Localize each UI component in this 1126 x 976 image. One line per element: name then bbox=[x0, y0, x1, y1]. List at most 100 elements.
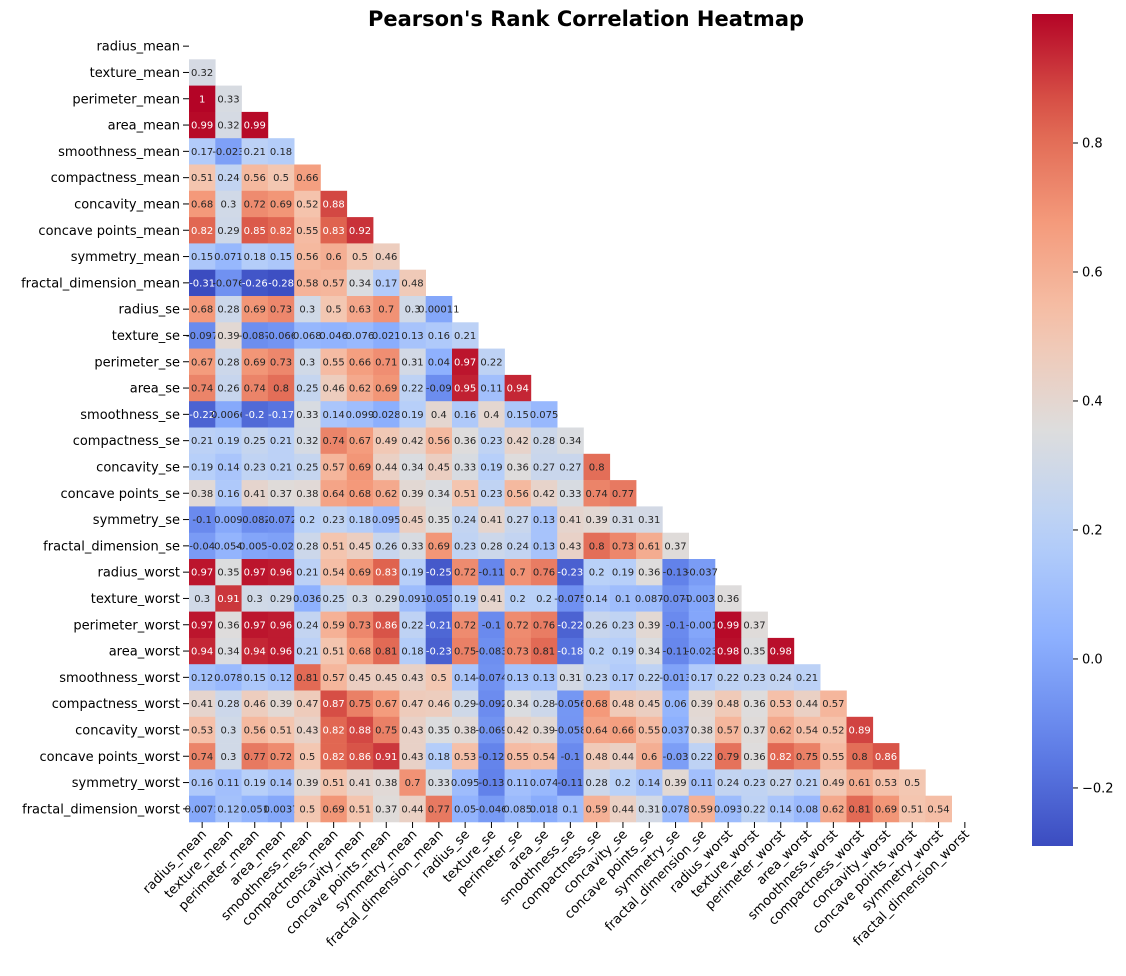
cell-smoothness-se-texture-mean bbox=[215, 401, 242, 428]
cell-value-label: 0.43 bbox=[401, 725, 423, 736]
cell-fractal-dimension-mean-compactness-mean bbox=[320, 269, 348, 297]
cell-value-label: 0.2 bbox=[299, 515, 315, 526]
cell-texture-worst-radius-mean bbox=[189, 585, 216, 612]
cell-symmetry-mean-smoothness-mean bbox=[294, 243, 321, 270]
cell-radius-worst-radius-se bbox=[452, 559, 479, 586]
cell-smoothness-worst-smoothness-se bbox=[557, 664, 584, 691]
cell-fractal-dimension-worst-area-worst bbox=[793, 795, 821, 823]
cell-value-label: 0.39 bbox=[691, 699, 713, 710]
cell-value-label: 0.35 bbox=[217, 568, 239, 579]
cell-texture-worst-texture-se bbox=[478, 585, 505, 612]
cell-value-label: 0.0066 bbox=[211, 410, 246, 421]
cell-compactness-worst-smoothness-worst bbox=[820, 690, 847, 718]
cell-value-label: 0.57 bbox=[822, 699, 844, 710]
cell-concave-points-mean-texture-mean bbox=[215, 217, 242, 244]
cell-value-label: 0.38 bbox=[375, 778, 397, 789]
cell-symmetry-se-radius-se bbox=[452, 506, 479, 533]
cell-value-label: 0.095 bbox=[372, 515, 401, 526]
cell-perimeter-worst-symmetry-se bbox=[662, 611, 689, 639]
cell-fractal-dimension-mean-concavity-mean bbox=[346, 269, 374, 297]
cell-value-label: 0.31 bbox=[638, 804, 660, 815]
cell-value-label: 0.49 bbox=[822, 778, 844, 789]
cell-smoothness-worst-radius-mean bbox=[189, 664, 216, 691]
cell-symmetry-worst-symmetry-mean bbox=[399, 769, 426, 796]
cell-concave-points-se-perimeter-mean bbox=[241, 480, 269, 507]
cell-value-label: -0.17 bbox=[268, 410, 294, 421]
cell-fractal-dimension-mean-symmetry-mean bbox=[399, 269, 426, 297]
cell-perimeter-se-perimeter-mean bbox=[241, 348, 269, 376]
cell-symmetry-mean-compactness-mean bbox=[320, 243, 348, 270]
cell-value-label: 0.00011 bbox=[418, 305, 459, 316]
cell-value-label: 0.48 bbox=[401, 278, 423, 289]
cell-value-label: 0.0071 bbox=[185, 804, 220, 815]
cell-value-label: 0.35 bbox=[428, 515, 450, 526]
cell-concavity-se-fractal-dimension-mean bbox=[425, 453, 453, 481]
cell-concavity-se-perimeter-mean bbox=[241, 453, 269, 481]
cell-fractal-dimension-mean-radius-mean bbox=[189, 269, 216, 297]
cell-fractal-dimension-worst-compactness-worst bbox=[846, 795, 874, 823]
cell-radius-worst-fractal-dimension-se bbox=[688, 559, 716, 586]
cell-value-label: 0.69 bbox=[875, 804, 897, 815]
cell-value-label: 0.82 bbox=[770, 752, 792, 763]
cell-value-label: -0.0032 bbox=[683, 594, 722, 605]
y-label-area-se: area_se bbox=[130, 382, 180, 397]
cell-value-label: 0.3 bbox=[220, 752, 236, 763]
cell-value-label: 0.46 bbox=[375, 252, 397, 263]
cell-concavity-worst-perimeter-worst bbox=[767, 716, 795, 744]
cell-value-label: 0.26 bbox=[586, 620, 608, 631]
cell-value-label: 0.51 bbox=[323, 778, 345, 789]
cell-value-label: 0.28 bbox=[533, 436, 555, 447]
cell-symmetry-worst-symmetry-se bbox=[662, 769, 689, 796]
cell-value-label: 0.078 bbox=[214, 673, 243, 684]
cell-value-label: 0.94 bbox=[244, 647, 266, 658]
cell-concave-points-se-area-mean bbox=[267, 480, 295, 507]
cell-value-label: 0.59 bbox=[586, 804, 608, 815]
cell-value-label: 0.82 bbox=[191, 226, 213, 237]
cell-value-label: -0.21 bbox=[426, 620, 452, 631]
cell-concave-points-worst-area-worst bbox=[793, 743, 821, 770]
cell-value-label: 0.48 bbox=[586, 752, 608, 763]
cell-radius-worst-concavity-se bbox=[609, 559, 637, 586]
cell-value-label: 0.72 bbox=[454, 568, 476, 579]
cell-perimeter-worst-radius-se bbox=[452, 611, 479, 639]
cell-perimeter-worst-compactness-se bbox=[583, 611, 611, 639]
cell-value-label: 0.14 bbox=[638, 778, 660, 789]
cell-value-label: 0.34 bbox=[217, 647, 239, 658]
cell-value-label: 0.81 bbox=[849, 804, 871, 815]
colorbar: 0.8 0.6 0.4 0.2 0.0 −0.2 bbox=[1032, 14, 1114, 846]
cell-symmetry-se-concavity-se bbox=[609, 506, 637, 533]
y-label-fractal-dimension-worst: fractal_dimension_worst bbox=[22, 802, 180, 817]
cell-value-label: 0.18 bbox=[349, 515, 371, 526]
cell-smoothness-worst-symmetry-mean bbox=[399, 664, 426, 691]
cell-value-label: 0.53 bbox=[875, 778, 897, 789]
cell-value-label: 0.37 bbox=[664, 541, 686, 552]
cell-symmetry-se-smoothness-se bbox=[557, 506, 584, 533]
cell-value-label: 0.21 bbox=[270, 436, 292, 447]
cell-concavity-worst-area-se bbox=[530, 716, 558, 744]
cell-value-label: 0.87 bbox=[323, 699, 345, 710]
cell-value-label: 0.21 bbox=[191, 436, 213, 447]
cell-value-label: 0.25 bbox=[296, 462, 318, 473]
cell-smoothness-se-fractal-dimension-mean bbox=[425, 401, 453, 428]
cell-concavity-worst-fractal-dimension-mean bbox=[425, 716, 453, 744]
cell-concavity-se-concave-points-mean bbox=[373, 453, 400, 481]
cell-area-worst-concavity-se bbox=[609, 637, 637, 665]
cell-fractal-dimension-se-concavity-se bbox=[609, 532, 637, 560]
cell-fractal-dimension-mean-perimeter-mean bbox=[241, 269, 269, 297]
cell-value-label: 0.74 bbox=[191, 752, 213, 763]
cell-value-label: 0.13 bbox=[507, 673, 529, 684]
cell-value-label: 0.71 bbox=[375, 357, 397, 368]
cell-fractal-dimension-worst-concavity-worst bbox=[872, 795, 900, 823]
cell-value-label: 0.81 bbox=[296, 673, 318, 684]
cell-value-label: 0.97 bbox=[191, 568, 213, 579]
cell-texture-se-concave-points-mean bbox=[373, 322, 400, 349]
cell-value-label: 0.74 bbox=[323, 436, 345, 447]
cell-value-label: 0.68 bbox=[586, 699, 608, 710]
cell-value-label: 0.2 bbox=[536, 594, 552, 605]
cell-value-label: 0.64 bbox=[586, 725, 608, 736]
cell-value-label: 0.42 bbox=[533, 489, 555, 500]
cell-value-label: 0.27 bbox=[533, 462, 555, 473]
cell-area-worst-symmetry-mean bbox=[399, 637, 426, 665]
cell-concave-points-worst-concavity-mean bbox=[346, 743, 374, 770]
